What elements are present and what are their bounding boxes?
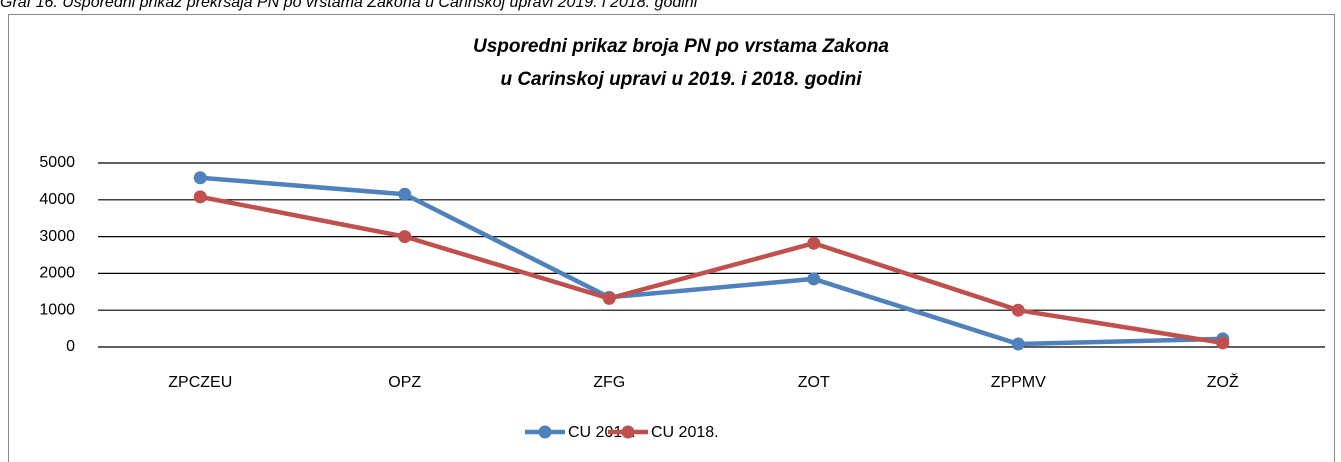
data-point [398, 187, 412, 201]
data-point [193, 171, 207, 185]
legend-marker [621, 425, 635, 439]
data-point [1216, 336, 1230, 350]
x-tick-label: ZPPMV [991, 374, 1046, 391]
y-tick-label: 1000 [39, 301, 75, 318]
data-point [1011, 337, 1025, 351]
x-tick-label: ZOŽ [1207, 372, 1239, 391]
series-line [199, 194, 1224, 346]
data-point [193, 190, 207, 204]
caption: Graf 16. Usporedni prikaz prekršaja PN p… [0, 0, 698, 11]
chart-title: Usporedni prikaz broja PN po vrstama Zak… [473, 36, 889, 57]
data-point [1011, 303, 1025, 317]
y-tick-label: 3000 [39, 228, 75, 245]
x-tick-label: ZFG [593, 374, 625, 391]
x-tick-label: ZOT [798, 374, 830, 391]
data-point [602, 291, 616, 305]
y-tick-label: 4000 [39, 191, 75, 208]
legend-label: CU 2019. [568, 424, 636, 441]
series-line [200, 175, 1223, 347]
y-tick-label: 0 [66, 338, 75, 355]
y-tick-label: 2000 [39, 265, 75, 282]
chart-title: u Carinskoj upravi u 2019. i 2018. godin… [500, 69, 862, 90]
y-tick-label: 5000 [39, 154, 75, 171]
data-point [807, 272, 821, 286]
x-tick-label: ZPCZEU [168, 374, 232, 391]
legend-marker [538, 425, 552, 439]
x-tick-label: OPZ [388, 374, 421, 391]
data-point [398, 230, 412, 244]
legend-label: CU 2018. [651, 424, 719, 441]
data-point [807, 236, 821, 250]
chart-frame [8, 14, 1335, 462]
